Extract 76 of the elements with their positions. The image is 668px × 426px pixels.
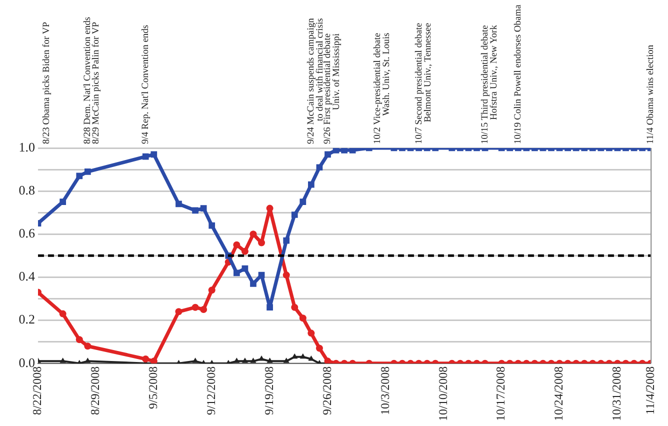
text: 10/19 Colin Powell endorses Obama [514, 4, 524, 144]
y-tick-label: 0.6 [18, 226, 36, 241]
point [282, 272, 290, 279]
point [308, 181, 314, 188]
x-tick-label: 9/12/2008 [204, 366, 218, 416]
x-tick-label: 11/4/2008 [642, 366, 657, 415]
x-tick-label: 9/5/2008 [146, 366, 160, 410]
text: 8/23 Obama picks Biden for VP [42, 22, 52, 144]
point [76, 172, 83, 180]
point [266, 358, 273, 363]
point [233, 241, 240, 248]
point [266, 204, 274, 212]
x-tick-label: 10/3/2008 [378, 366, 392, 416]
y-tick-label: 0.4 [18, 268, 36, 284]
point [291, 212, 298, 218]
point [299, 314, 306, 322]
point [341, 148, 348, 154]
text: 8/28 Dem. Nat'l Convention ends [83, 16, 94, 144]
text: 10/2 Vice-presidential debate Wash. Univ, St. Louis [372, 32, 392, 144]
point [332, 148, 340, 154]
point [300, 198, 306, 206]
text: 11/4 Obama wins election [646, 44, 656, 144]
point [258, 356, 265, 361]
point [283, 237, 290, 244]
point [142, 153, 149, 160]
point [250, 230, 257, 238]
point [150, 151, 158, 158]
point [175, 308, 182, 316]
point [84, 358, 91, 363]
y-tick-label: 0.2 [18, 312, 35, 327]
y-tick-label: 1.0 [18, 139, 35, 154]
point [84, 342, 92, 350]
point [316, 344, 323, 352]
point [192, 358, 198, 363]
point [76, 336, 83, 344]
point [283, 358, 290, 363]
point [208, 222, 216, 229]
point [308, 330, 315, 337]
x-tick-label: 10/24/2008 [552, 366, 566, 422]
point [324, 151, 331, 158]
point [192, 207, 198, 214]
point [200, 306, 208, 313]
text: 9/4 Rep. Nat'l Convention ends [141, 24, 152, 144]
x-tick-label: 9/26/2008 [320, 366, 334, 416]
point [266, 304, 273, 311]
x-tick-label: 10/17/2008 [494, 366, 508, 422]
point [242, 265, 248, 272]
point [59, 310, 66, 318]
point [291, 304, 298, 311]
point [200, 205, 207, 212]
text: 9/26 First presidential debate Univ. of Mississippi [323, 33, 342, 144]
point [176, 200, 182, 208]
x-tick-label: 10/10/2008 [436, 366, 450, 422]
point [60, 198, 66, 206]
point [250, 358, 256, 363]
text: 10/15 Third presidential debate Hofstra Univ., New York [480, 24, 500, 144]
y-tick-label: 0.8 [18, 182, 35, 198]
point [241, 248, 248, 255]
point [242, 358, 248, 363]
point [300, 353, 306, 359]
point [84, 168, 91, 175]
point [250, 280, 256, 287]
point [234, 358, 240, 363]
x-tick-label: 10/31/2008 [610, 366, 624, 422]
text: 8/29 McCain picks Palin for VP [91, 22, 102, 144]
point [208, 286, 216, 294]
x-tick-label: 8/22/2008 [30, 366, 44, 416]
x-tick-label: 8/29/2008 [88, 366, 102, 416]
point [316, 164, 323, 171]
point [192, 304, 199, 311]
x-tick-label: 9/19/2008 [262, 366, 276, 416]
point [258, 239, 266, 246]
point [60, 358, 66, 363]
text: 10/7 Second presidential debate Belmont Univ., Tennessee [414, 22, 434, 144]
point [234, 270, 240, 276]
point [349, 148, 356, 154]
